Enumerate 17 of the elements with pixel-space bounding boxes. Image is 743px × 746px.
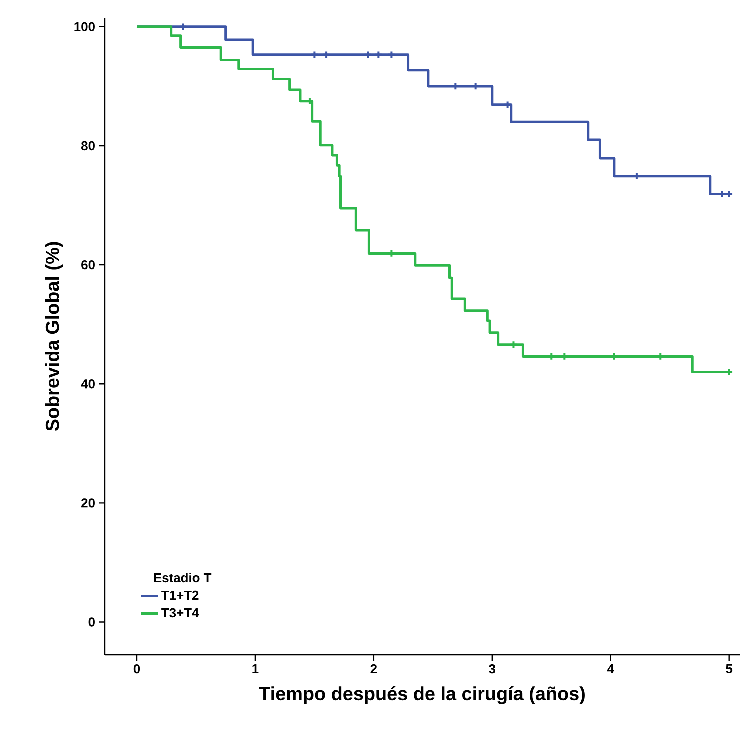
- legend-label: T1+T2: [162, 590, 199, 600]
- y-axis-title: Sobrevida Global (%): [45, 242, 64, 432]
- y-tick-label: 60: [82, 260, 95, 270]
- y-tick-label: 80: [82, 141, 95, 151]
- x-tick-label: 2: [370, 664, 378, 674]
- legend-title: Estadio T: [154, 573, 212, 583]
- legend-label: T3+T4: [162, 608, 200, 618]
- x-tick-label: 0: [134, 664, 140, 674]
- x-tick-label: 3: [489, 664, 496, 674]
- y-tick-label: 40: [81, 380, 95, 389]
- x-tick-label: 4: [607, 664, 614, 674]
- x-tick-label: 5: [726, 664, 733, 674]
- y-tick-label: 20: [82, 498, 95, 508]
- y-tick-label: 0: [88, 618, 95, 627]
- x-tick-label: 1: [252, 664, 259, 674]
- x-axis-title: Tiempo después de la cirugía (años): [259, 686, 585, 704]
- y-tick-label: 100: [74, 22, 95, 32]
